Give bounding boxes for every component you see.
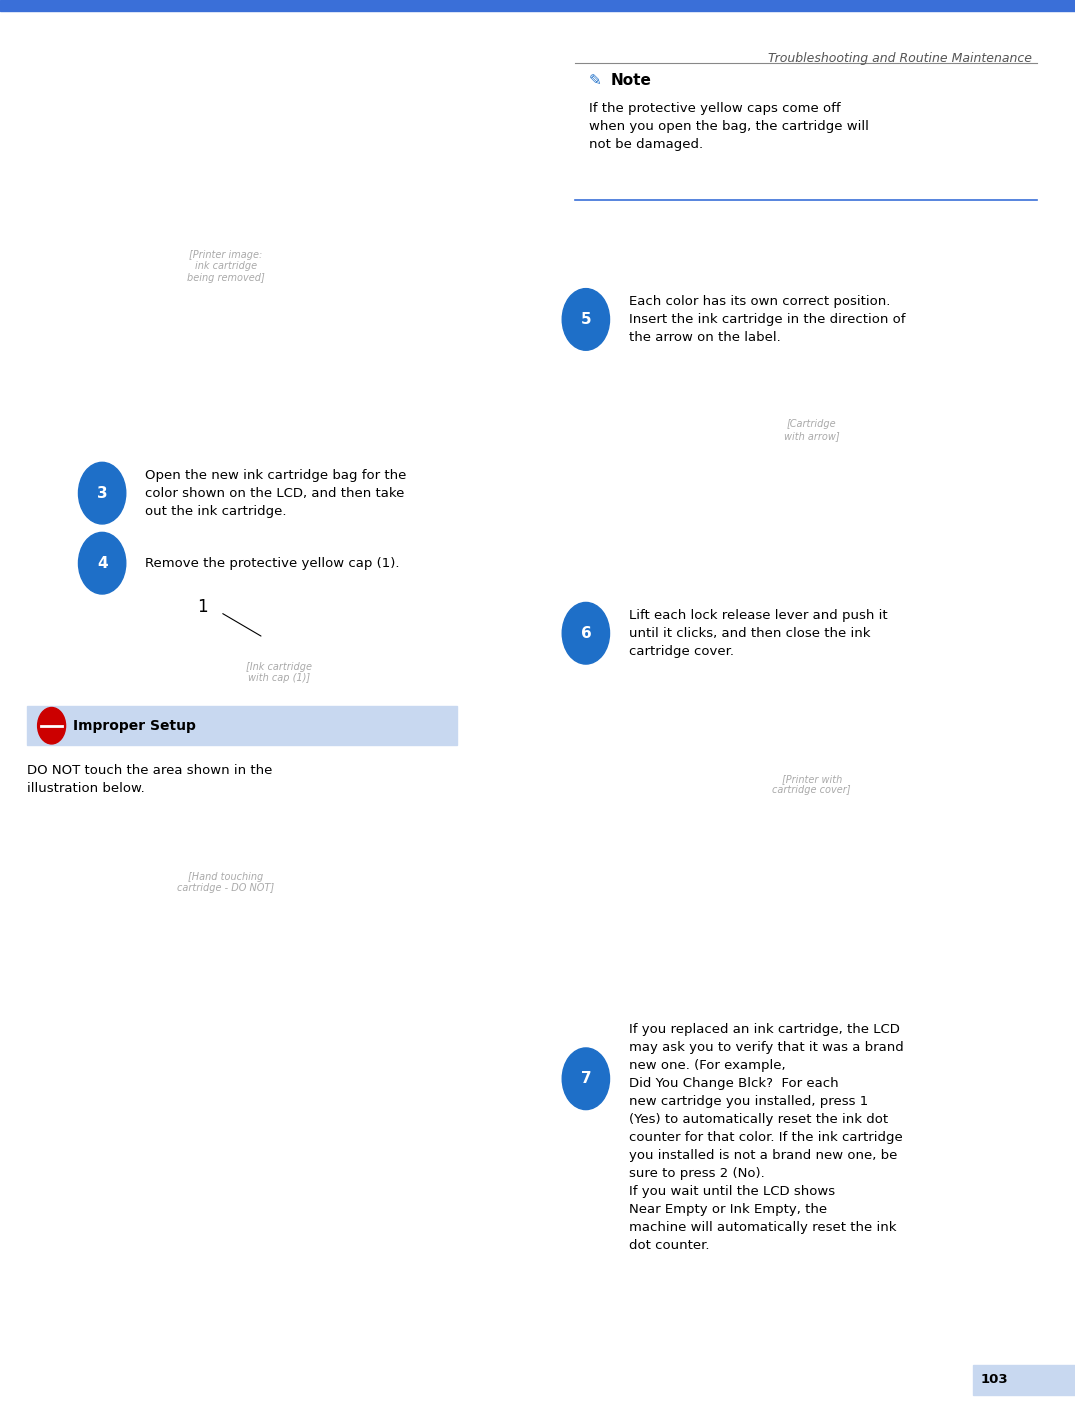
Circle shape (562, 602, 610, 664)
Bar (0, 0, 1075, 11)
Text: Remove the protective yellow cap (1).: Remove the protective yellow cap (1). (145, 556, 400, 570)
Circle shape (562, 1048, 610, 1110)
Bar (27, 706, 457, 745)
Text: If you replaced an ink cartridge, the LCD
may ask you to verify that it was a br: If you replaced an ink cartridge, the LC… (629, 1023, 904, 1251)
Text: [Printer image:
ink cartridge
being removed]: [Printer image: ink cartridge being remo… (187, 249, 264, 283)
Text: ✎: ✎ (589, 73, 602, 88)
Text: [Cartridge
with arrow]: [Cartridge with arrow] (784, 419, 840, 441)
Circle shape (78, 532, 126, 594)
Bar (973, 1365, 1075, 1395)
Text: Troubleshooting and Routine Maintenance: Troubleshooting and Routine Maintenance (768, 52, 1032, 64)
Text: 5: 5 (580, 312, 591, 326)
Text: If the protective yellow caps come off
when you open the bag, the cartridge will: If the protective yellow caps come off w… (589, 102, 869, 151)
Text: Note: Note (611, 73, 651, 88)
Text: Open the new ink cartridge bag for the
color shown on the LCD, and then take
out: Open the new ink cartridge bag for the c… (145, 469, 406, 517)
Text: [Printer with
cartridge cover]: [Printer with cartridge cover] (772, 773, 851, 796)
Text: [Hand touching
cartridge - DO NOT]: [Hand touching cartridge - DO NOT] (177, 871, 274, 894)
Circle shape (562, 289, 610, 350)
Circle shape (78, 462, 126, 524)
Bar (22, 91, 430, 441)
Text: 7: 7 (580, 1072, 591, 1086)
Text: DO NOT touch the area shown in the
illustration below.: DO NOT touch the area shown in the illus… (27, 764, 272, 794)
Text: [Ink cartridge
with cap (1)]: [Ink cartridge with cap (1)] (246, 661, 313, 684)
Text: 4: 4 (97, 556, 108, 570)
Text: 1: 1 (197, 598, 207, 615)
Circle shape (38, 708, 66, 744)
Text: 6: 6 (580, 626, 591, 640)
Text: Each color has its own correct position.
Insert the ink cartridge in the directi: Each color has its own correct position.… (629, 296, 905, 343)
Text: 3: 3 (97, 486, 108, 500)
Text: 103: 103 (980, 1373, 1008, 1387)
Text: Improper Setup: Improper Setup (73, 719, 196, 733)
Text: Lift each lock release lever and push it
until it clicks, and then close the ink: Lift each lock release lever and push it… (629, 609, 888, 657)
